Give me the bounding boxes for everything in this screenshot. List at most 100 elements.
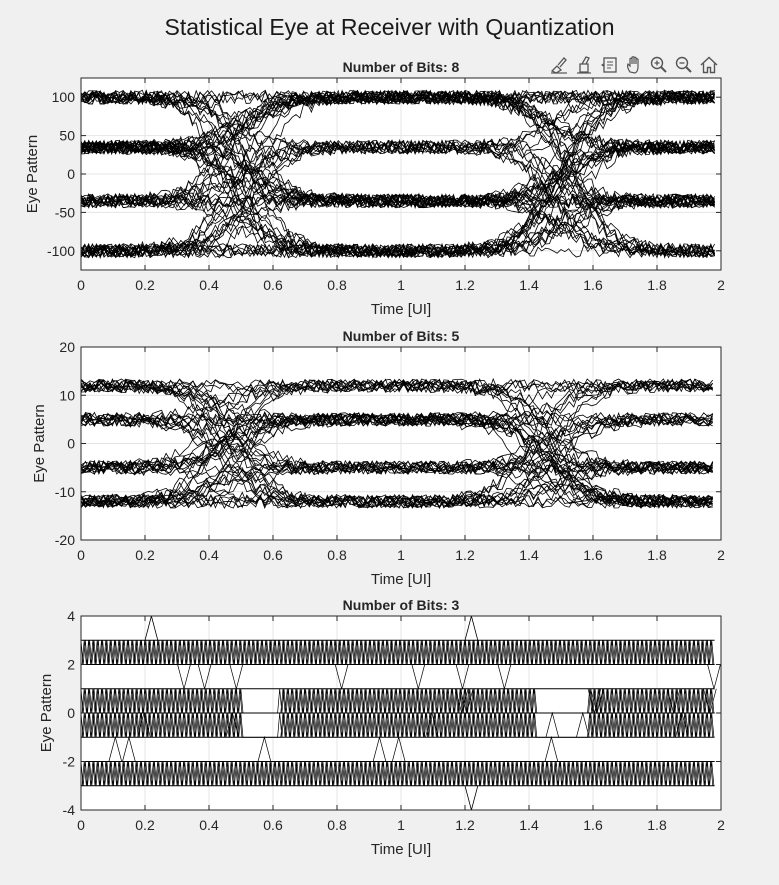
eye-trace	[81, 460, 713, 509]
y-tick-label: -4	[63, 802, 76, 818]
x-axis-label: Time [UI]	[371, 571, 431, 588]
eye-trace	[81, 141, 715, 259]
eye-trace	[81, 378, 714, 509]
eye-trace	[81, 412, 714, 508]
quant-trace	[137, 711, 151, 738]
quant-trace	[81, 712, 714, 738]
pan-hand-button[interactable]	[623, 54, 645, 76]
eye-trace	[81, 192, 715, 257]
x-tick-label: 1.2	[455, 547, 475, 563]
quant-trace	[144, 616, 159, 641]
eye-trace	[81, 90, 715, 259]
eye-trace	[81, 378, 713, 508]
x-tick-label: 1	[397, 817, 405, 833]
eye-trace	[81, 193, 715, 256]
brush-button[interactable]	[548, 54, 570, 76]
quant-trace	[587, 688, 602, 715]
quant-trace	[464, 616, 479, 641]
quant-trace	[459, 688, 474, 715]
x-tick-label: 0.2	[135, 547, 155, 563]
zoom-out-button[interactable]	[673, 54, 695, 76]
figure-title: Statistical Eye at Receiver with Quantiz…	[164, 14, 615, 40]
brush-icon	[550, 57, 567, 74]
zoom-in-button[interactable]	[648, 54, 670, 76]
x-axis-label: Time [UI]	[371, 301, 431, 318]
eye-plot-2: 0 0.2 0.4 0.6 0.8 1 1.2 1.4 1.6 1.8 2 -20 -10 0 10 20 Nu…	[31, 328, 725, 588]
quant-trace	[675, 711, 689, 738]
x-tick-label: 1.8	[647, 547, 667, 563]
x-tick-label: 1.6	[583, 277, 603, 293]
eye-trace	[81, 378, 713, 508]
quant-trace	[590, 688, 604, 715]
quant-trace	[545, 711, 560, 738]
x-tick-label: 1.6	[583, 817, 603, 833]
x-tick-label: 1.6	[583, 547, 603, 563]
quant-trace	[257, 735, 272, 762]
y-tick-label: -10	[55, 484, 75, 500]
quant-trace	[391, 735, 406, 762]
y-tick-label: -50	[55, 204, 75, 220]
y-tick-label: 10	[59, 387, 75, 403]
quant-trace	[464, 785, 479, 810]
quant-trace	[108, 735, 123, 762]
eye-trace	[81, 141, 715, 209]
eye-trace	[81, 139, 715, 259]
x-tick-label: 0.4	[199, 547, 219, 563]
y-axis-label: Eye Pattern	[24, 135, 41, 213]
axes-toolbar	[548, 54, 720, 76]
y-tick-label: 100	[52, 89, 76, 105]
x-tick-label: 1.8	[647, 817, 667, 833]
quant-trace	[225, 711, 240, 738]
quant-trace	[177, 664, 191, 691]
x-tick-label: 1.4	[519, 277, 539, 293]
datatip-icon	[601, 57, 617, 73]
quant-trace	[372, 735, 387, 762]
axes-title: Number of Bits: 8	[343, 59, 460, 75]
quant-trace	[334, 664, 349, 691]
quant-trace	[497, 664, 512, 691]
home-button[interactable]	[698, 54, 720, 76]
eye-plot-1: 0 0.2 0.4 0.6 0.8 1 1.2 1.4 1.6 1.8 2 -100 -50 0 50 100…	[24, 59, 725, 318]
x-tick-label: 1.2	[455, 277, 475, 293]
zoom-in-icon	[650, 56, 667, 73]
eye-trace	[81, 89, 715, 155]
quant-trace	[544, 735, 559, 762]
x-tick-label: 1	[397, 277, 405, 293]
eye-trace	[81, 378, 713, 475]
eye-trace	[81, 461, 713, 509]
eye-traces	[81, 616, 721, 810]
x-tick-label: 0.4	[199, 277, 219, 293]
eye-trace	[81, 89, 715, 207]
y-tick-label: 0	[67, 705, 75, 721]
y-axis-label: Eye Pattern	[38, 674, 55, 752]
quant-trace	[411, 664, 426, 691]
eye-trace	[81, 89, 715, 155]
eye-trace	[81, 90, 715, 258]
quant-trace	[703, 688, 717, 715]
eye-trace	[81, 378, 713, 508]
x-tick-label: 1.4	[519, 547, 539, 563]
x-tick-label: 0.8	[327, 547, 347, 563]
eye-trace	[81, 412, 714, 475]
y-tick-label: 20	[59, 339, 75, 355]
x-tick-label: 0.6	[263, 547, 283, 563]
databrush-button[interactable]	[573, 54, 595, 76]
pan-hand-icon	[627, 56, 639, 74]
x-tick-label: 2	[717, 277, 725, 293]
datatip-button[interactable]	[598, 54, 620, 76]
x-tick-label: 0.8	[327, 817, 347, 833]
quant-trace	[425, 711, 439, 738]
quant-trace	[576, 711, 590, 738]
y-tick-label: -2	[63, 754, 76, 770]
x-tick-label: 0	[77, 547, 85, 563]
quant-trace	[229, 664, 244, 691]
eye-trace	[81, 412, 713, 427]
zoom-out-icon	[675, 56, 692, 73]
eye-trace	[81, 140, 715, 259]
eye-trace	[81, 378, 713, 475]
x-tick-label: 0.6	[263, 817, 283, 833]
y-tick-label: 0	[67, 436, 75, 452]
quant-trace	[81, 640, 714, 665]
quant-trace	[455, 664, 470, 691]
